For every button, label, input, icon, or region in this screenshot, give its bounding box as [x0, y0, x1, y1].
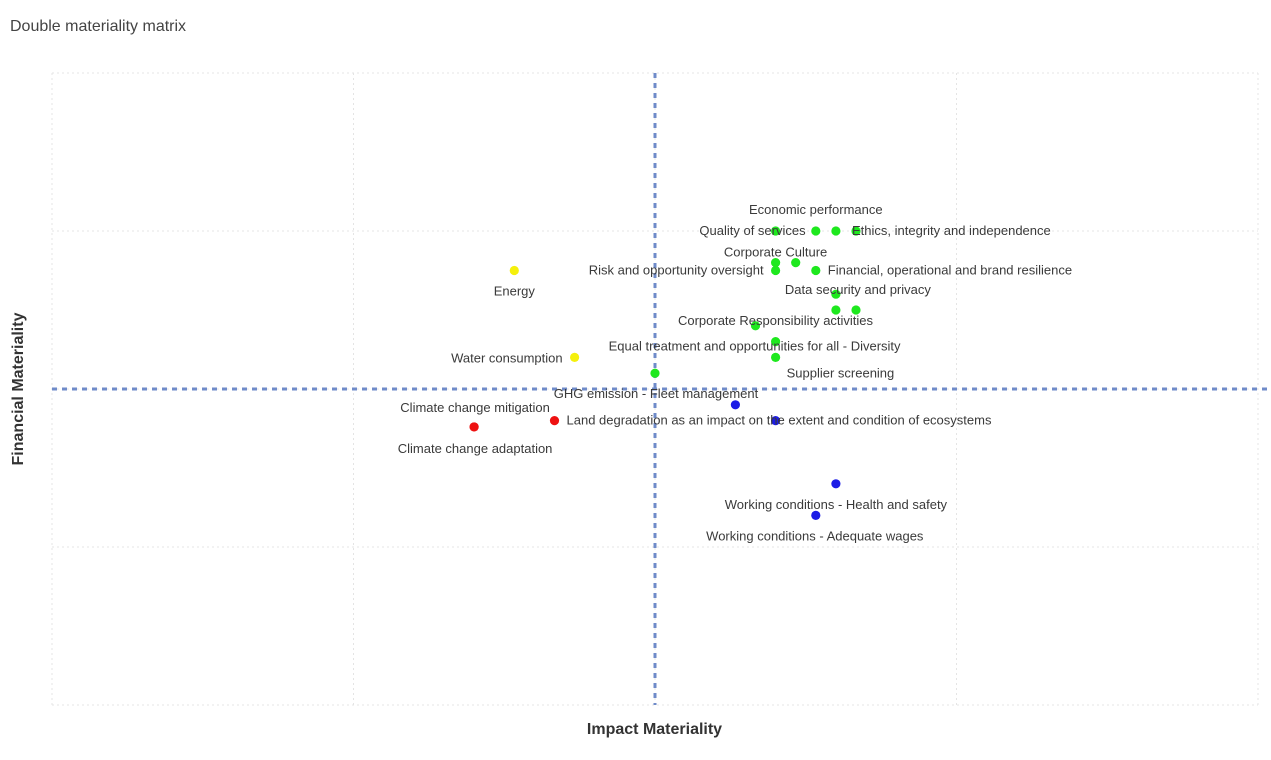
data-point	[791, 258, 801, 268]
data-label: Corporate Responsibility activities	[678, 313, 874, 328]
data-point	[509, 265, 519, 276]
data-point	[771, 337, 781, 347]
data-label: Quality of services	[699, 223, 806, 238]
data-point	[831, 479, 841, 489]
data-point	[771, 352, 781, 362]
data-point	[750, 321, 761, 331]
data-point	[831, 289, 841, 299]
data-label: Corporate Culture	[724, 245, 827, 260]
data-point	[771, 416, 781, 426]
data-label: Water consumption	[451, 350, 563, 365]
data-point	[730, 400, 741, 410]
data-label: Financial, operational and brand resilie…	[828, 263, 1072, 278]
data-label: GHG emission - Fleet management	[554, 386, 759, 401]
data-point	[811, 265, 821, 276]
data-point	[771, 226, 781, 236]
data-point	[570, 352, 580, 362]
data-label: Working conditions - Adequate wages	[706, 528, 924, 543]
data-label: Equal treatment and opportunities for al…	[609, 339, 901, 354]
data-label: Risk and opportunity oversight	[589, 263, 764, 278]
data-label: Supplier screening	[787, 365, 895, 380]
data-label: Climate change mitigation	[400, 400, 550, 415]
data-point	[771, 258, 781, 268]
data-label: Economic performance	[749, 202, 883, 217]
data-point	[469, 422, 479, 432]
data-point	[811, 226, 821, 236]
data-point	[650, 368, 660, 378]
x-axis-label: Impact Materiality	[586, 721, 723, 738]
data-label: Climate change adaptation	[398, 441, 553, 456]
data-point	[811, 510, 821, 520]
data-label: Ethics, integrity and independence	[852, 223, 1051, 238]
chart-title: Double materiality matrix	[10, 18, 187, 35]
data-point	[771, 265, 781, 276]
data-point	[549, 416, 560, 426]
data-label: Energy	[494, 284, 536, 299]
data-point	[851, 305, 861, 315]
data-label: Working conditions - Health and safety	[725, 497, 948, 512]
data-point	[851, 226, 861, 236]
data-point	[831, 226, 841, 236]
data-point	[831, 305, 841, 315]
data-label: Data security and privacy	[785, 282, 931, 297]
data-label: Land degradation as an impact on the ext…	[567, 413, 992, 428]
